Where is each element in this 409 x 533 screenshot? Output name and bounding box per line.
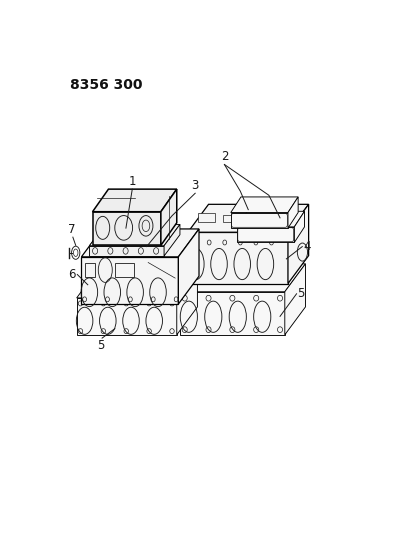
Polygon shape [287, 197, 297, 228]
Text: 5: 5 [97, 339, 104, 352]
Polygon shape [258, 216, 270, 222]
Polygon shape [287, 204, 308, 284]
Polygon shape [180, 292, 284, 335]
Polygon shape [197, 213, 215, 222]
Text: 1: 1 [128, 175, 136, 188]
Text: 8356 300: 8356 300 [70, 78, 142, 92]
Polygon shape [81, 257, 178, 304]
Text: 7: 7 [68, 222, 76, 236]
Text: 4: 4 [303, 240, 310, 253]
Polygon shape [176, 270, 197, 335]
Polygon shape [89, 224, 180, 246]
Polygon shape [164, 224, 180, 256]
Polygon shape [187, 204, 308, 232]
Polygon shape [76, 270, 197, 298]
Polygon shape [284, 264, 305, 335]
Polygon shape [187, 232, 287, 284]
Polygon shape [230, 197, 297, 213]
Polygon shape [276, 216, 286, 222]
Polygon shape [238, 215, 256, 222]
Polygon shape [180, 264, 305, 292]
Polygon shape [92, 212, 160, 245]
Polygon shape [236, 211, 304, 227]
Polygon shape [89, 246, 164, 256]
Polygon shape [81, 229, 198, 257]
Polygon shape [178, 229, 198, 304]
Polygon shape [115, 263, 133, 277]
Polygon shape [222, 215, 235, 222]
Polygon shape [85, 263, 95, 277]
Polygon shape [236, 227, 294, 243]
Polygon shape [160, 189, 176, 245]
Text: 5: 5 [297, 287, 304, 300]
Polygon shape [230, 213, 287, 228]
Text: 3: 3 [191, 179, 198, 192]
Polygon shape [294, 211, 304, 243]
Polygon shape [92, 189, 176, 212]
Text: 2: 2 [220, 150, 228, 163]
Polygon shape [76, 298, 176, 335]
Text: 6: 6 [68, 268, 76, 280]
